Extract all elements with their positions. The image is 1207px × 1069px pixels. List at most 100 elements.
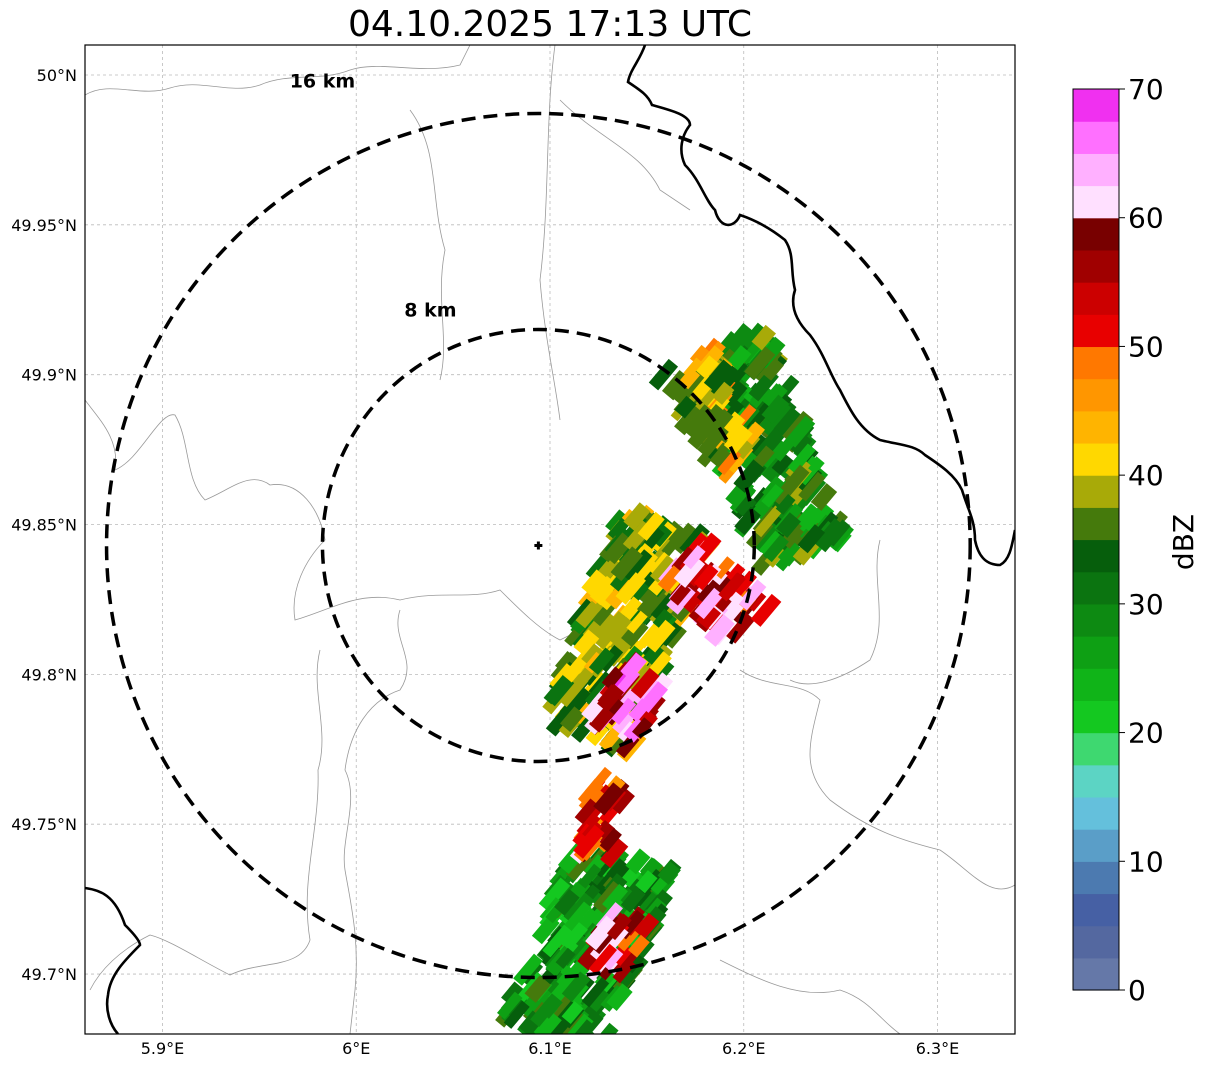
echo-cell <box>703 359 735 393</box>
colorbar-swatch <box>1073 764 1119 798</box>
echo-cell <box>503 1000 530 1029</box>
echo-cell <box>603 668 624 690</box>
echo-cell <box>696 603 722 630</box>
lon-tick-label: 6.2°E <box>722 1039 766 1058</box>
colorbar-swatch <box>1073 507 1119 541</box>
echo-cell <box>573 824 605 859</box>
echo-cell <box>578 863 602 889</box>
echo-cell <box>718 572 745 602</box>
echo-cell <box>669 583 691 606</box>
axis-ticks: 5.9°E 6°E 6.1°E 6.2°E 6.3°E 50°N 49.95°N 49.9°N… <box>11 66 959 1058</box>
echo-cell <box>723 591 744 613</box>
colorbar-swatch <box>1073 475 1119 508</box>
colorbar-swatch <box>1073 636 1119 669</box>
echo-cell <box>733 459 765 493</box>
echo-cell <box>737 579 767 611</box>
echo-cell <box>648 358 679 391</box>
range-ring <box>320 327 757 764</box>
colorbar-swatch <box>1073 925 1119 959</box>
colorbar-swatch <box>1073 410 1119 444</box>
colorbar-swatch <box>1073 314 1119 348</box>
lat-tick-label: 49.75°N <box>11 815 77 834</box>
echo-cell <box>761 383 787 409</box>
echo-cell <box>797 524 826 554</box>
boundary-line <box>789 539 881 685</box>
echo-cell <box>753 505 783 538</box>
lat-tick-label: 49.95°N <box>11 216 77 235</box>
echo-cell <box>693 386 719 413</box>
range-ring-label: 8 km <box>404 300 456 322</box>
echo-cell <box>641 525 665 549</box>
echo-cell <box>573 629 600 657</box>
echo-cell <box>657 565 684 593</box>
echo-cell <box>585 915 618 951</box>
echo-cell <box>678 367 701 390</box>
echo-cell <box>565 1019 596 1034</box>
lat-tick-label: 49.85°N <box>11 516 77 535</box>
echo-cell <box>606 858 631 883</box>
echo-cell <box>750 593 782 627</box>
reflectivity-echoes <box>495 322 854 1034</box>
lat-tick-label: 49.9°N <box>21 366 77 385</box>
echo-cell <box>761 394 790 424</box>
echo-cell <box>555 947 576 969</box>
lat-tick-label: 49.7°N <box>21 965 77 984</box>
range-rings: 8 km 16 km <box>104 71 972 980</box>
echo-cell <box>622 549 653 582</box>
colorbar-tick-label: 50 <box>1128 330 1164 363</box>
echo-cell <box>645 619 676 653</box>
echo-cell <box>597 684 622 710</box>
echo-cell <box>713 556 735 580</box>
echo-cell <box>601 947 624 971</box>
echo-cell <box>575 600 602 629</box>
echo-cell <box>631 717 653 740</box>
echo-cell <box>643 643 665 666</box>
echo-cell <box>600 837 629 868</box>
echo-cell <box>633 676 662 708</box>
echo-cell <box>650 592 677 621</box>
echo-cell <box>723 322 755 357</box>
colorbar-swatch <box>1073 603 1119 637</box>
colorbar-swatch <box>1073 796 1119 830</box>
echo-cell <box>542 924 573 958</box>
colorbar-tick-label: 0 <box>1128 974 1146 1007</box>
echo-cell <box>674 404 704 436</box>
boundary-line <box>343 609 408 1034</box>
echo-cell <box>530 993 563 1029</box>
echo-cell <box>704 614 735 647</box>
echo-cell <box>625 848 651 875</box>
echo-cell <box>752 521 781 553</box>
echo-cell <box>588 647 615 675</box>
radar-site-marker <box>534 541 543 550</box>
echo-cell <box>785 415 816 448</box>
map-frame <box>84 44 1016 1035</box>
colorbar-swatch <box>1073 249 1119 283</box>
colorbar-swatch <box>1073 829 1119 862</box>
echo-cell <box>609 787 635 815</box>
echo-cell <box>694 587 724 620</box>
echo-cell <box>560 706 585 733</box>
echo-cell <box>741 322 769 352</box>
echo-cell <box>599 828 622 852</box>
echo-cell <box>581 977 610 1008</box>
echo-cell <box>497 991 523 1020</box>
echo-cell <box>802 501 835 536</box>
colorbar-swatch <box>1073 346 1119 380</box>
lat-tick-label: 49.8°N <box>21 665 77 684</box>
colorbar-tick-label: 70 <box>1128 73 1164 106</box>
echo-cell <box>606 532 630 558</box>
echo-cell <box>607 517 630 541</box>
colorbar-tick-label: 10 <box>1128 845 1164 878</box>
colorbar-tick-label: 20 <box>1128 717 1164 750</box>
colorbar-swatch <box>1073 153 1119 187</box>
echo-cell <box>763 359 784 381</box>
boundary-line <box>85 45 471 96</box>
echo-cell <box>664 624 687 649</box>
echo-cell <box>635 870 658 894</box>
echo-cell <box>588 943 618 975</box>
echo-cell <box>773 406 801 436</box>
echo-cell <box>606 913 632 941</box>
echo-cell <box>545 675 575 707</box>
boundary-line <box>539 45 561 421</box>
range-ring-label: 16 km <box>290 71 356 93</box>
